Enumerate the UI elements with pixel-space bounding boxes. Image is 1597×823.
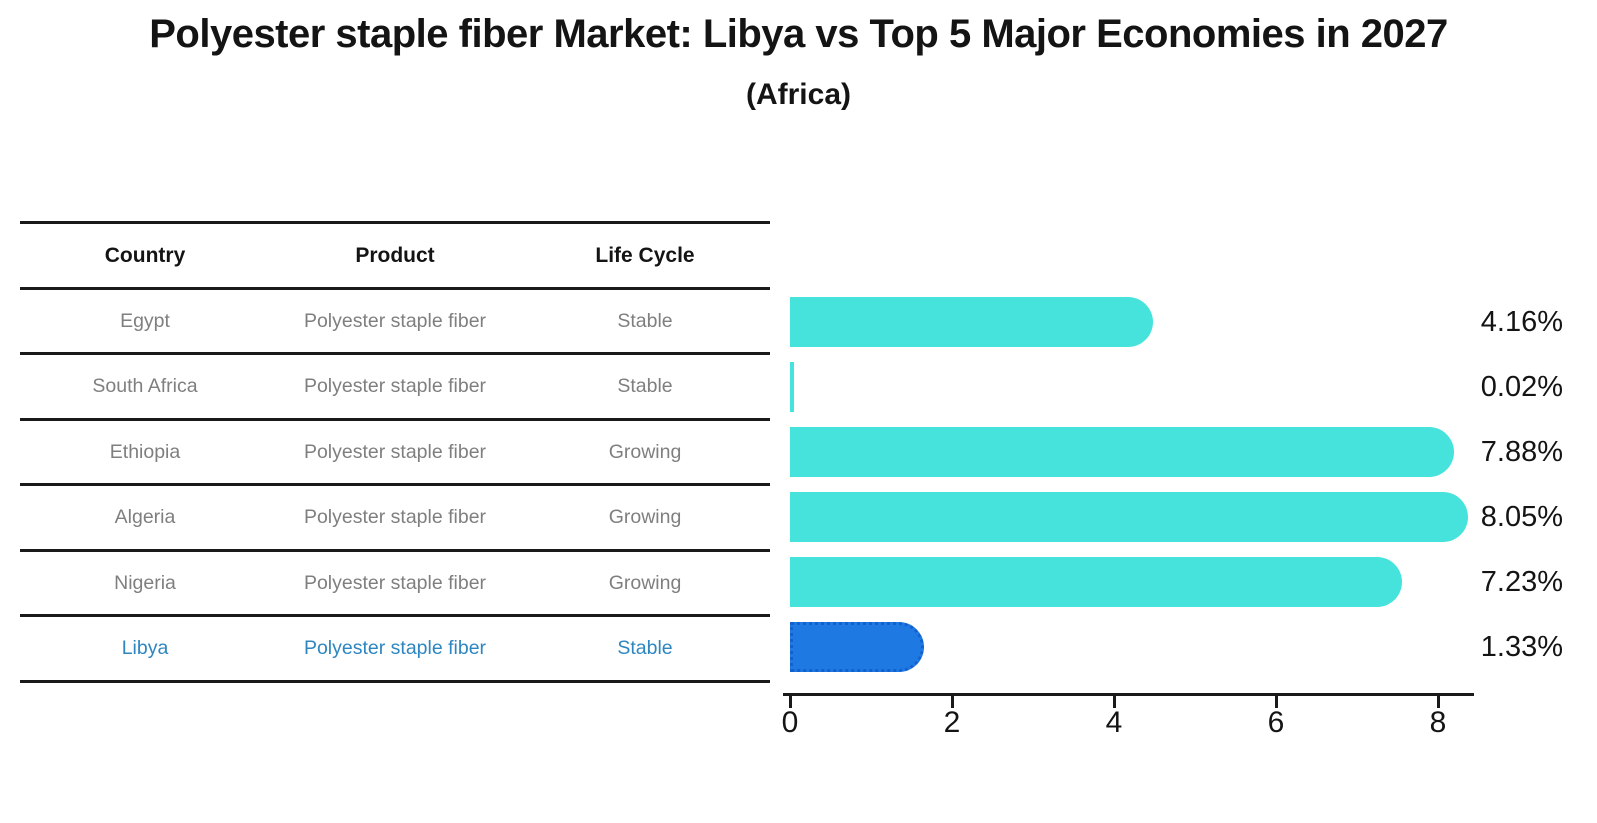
column-header-life-cycle: Life Cycle bbox=[595, 243, 695, 267]
cell-life-cycle: Stable bbox=[617, 375, 673, 397]
table-row-rule bbox=[20, 418, 770, 421]
cell-life-cycle: Growing bbox=[608, 440, 682, 463]
value-label-egypt: 4.16% bbox=[1480, 306, 1563, 338]
cell-product: Polyester staple fiber bbox=[303, 309, 487, 332]
bar-nigeria bbox=[790, 557, 1402, 607]
cell-country: Ethiopia bbox=[109, 440, 181, 463]
bar-ethiopia bbox=[790, 427, 1454, 477]
x-axis-tick-mark bbox=[950, 696, 954, 708]
column-header-product: Product bbox=[355, 243, 435, 267]
table-row-egypt: Egypt Polyester staple fiber Stable bbox=[20, 290, 770, 352]
figure-subtitle: (Africa) bbox=[745, 78, 851, 111]
cell-country: Algeria bbox=[114, 506, 176, 528]
cell-life-cycle: Stable bbox=[617, 637, 673, 659]
table-row-libya: Libya Polyester staple fiber Stable bbox=[20, 617, 770, 680]
table-header-rule bbox=[20, 287, 770, 290]
table-bottom-rule bbox=[20, 680, 770, 683]
cell-country: Nigeria bbox=[114, 571, 176, 594]
table-row-rule bbox=[20, 352, 770, 355]
cell-product: Polyester staple fiber bbox=[303, 637, 487, 659]
cell-product: Polyester staple fiber bbox=[303, 440, 487, 463]
table-row-nigeria: Nigeria Polyester staple fiber Growing bbox=[20, 552, 770, 614]
table-top-rule bbox=[20, 221, 770, 224]
cell-country: Libya bbox=[121, 637, 169, 659]
table-header-row: Country Product Life Cycle bbox=[20, 224, 770, 287]
x-axis-line bbox=[783, 693, 1474, 696]
table-row-rule bbox=[20, 549, 770, 552]
x-axis-tick-label: 6 bbox=[1267, 706, 1285, 739]
figure-title: Polyester staple fiber Market: Libya vs … bbox=[149, 12, 1448, 56]
value-label-algeria: 8.05% bbox=[1480, 501, 1563, 533]
cell-product: Polyester staple fiber bbox=[303, 375, 487, 397]
cell-life-cycle: Growing bbox=[608, 571, 682, 594]
value-label-south-africa: 0.02% bbox=[1480, 371, 1563, 403]
value-label-libya: 1.33% bbox=[1480, 631, 1563, 663]
cell-product: Polyester staple fiber bbox=[303, 506, 487, 528]
cell-country: Egypt bbox=[120, 309, 170, 332]
bar-libya bbox=[790, 622, 924, 672]
column-header-country: Country bbox=[104, 243, 186, 267]
value-label-nigeria: 7.23% bbox=[1480, 566, 1563, 598]
cell-life-cycle: Growing bbox=[608, 506, 682, 528]
cell-country: South Africa bbox=[92, 375, 198, 397]
x-axis-tick-mark bbox=[1274, 696, 1278, 708]
x-axis-tick-mark bbox=[1112, 696, 1116, 708]
table-row-algeria: Algeria Polyester staple fiber Growing bbox=[20, 486, 770, 549]
bar-algeria bbox=[790, 492, 1468, 542]
x-axis-tick-label: 8 bbox=[1429, 706, 1447, 739]
x-axis-tick-label: 2 bbox=[943, 706, 961, 739]
cell-product: Polyester staple fiber bbox=[303, 571, 487, 594]
table-row-rule bbox=[20, 483, 770, 486]
x-axis-tick-mark bbox=[788, 696, 792, 708]
cell-life-cycle: Stable bbox=[617, 309, 673, 332]
x-axis-tick-label: 4 bbox=[1105, 706, 1123, 739]
table-row-rule bbox=[20, 614, 770, 617]
bar-south-africa bbox=[790, 362, 794, 412]
value-label-ethiopia: 7.88% bbox=[1480, 436, 1563, 468]
x-axis-tick-label: 0 bbox=[781, 706, 799, 739]
bar-egypt bbox=[790, 297, 1153, 347]
table-row-ethiopia: Ethiopia Polyester staple fiber Growing bbox=[20, 421, 770, 483]
x-axis-tick-mark bbox=[1436, 696, 1440, 708]
table-row-south-africa: South Africa Polyester staple fiber Stab… bbox=[20, 355, 770, 418]
